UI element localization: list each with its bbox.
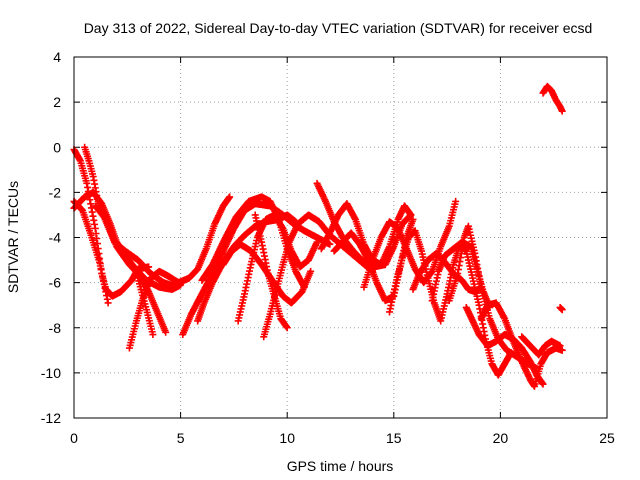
y-tick-label: -4	[49, 230, 62, 246]
data-point	[162, 328, 170, 336]
y-tick-label: 2	[53, 94, 61, 110]
y-tick-label: -10	[41, 365, 61, 381]
x-tick-label: 25	[599, 430, 615, 446]
x-tick-label: 0	[70, 430, 78, 446]
series-track-20	[409, 249, 485, 296]
y-tick-label: -8	[49, 320, 62, 336]
data-point	[149, 331, 157, 339]
data-point	[556, 342, 564, 350]
data-point	[226, 193, 234, 201]
x-tick-labels: 0 5 10 15 20 25	[70, 430, 615, 446]
series-track-8	[179, 200, 334, 339]
chart-title: Day 313 of 2022, Sidereal Day-to-day VTE…	[84, 20, 593, 36]
series-track-7	[134, 274, 157, 339]
series-track-11	[234, 211, 321, 325]
series-track-25	[518, 333, 564, 359]
y-axis-title: SDTVAR / TECUs	[5, 181, 21, 293]
data-point	[104, 299, 112, 307]
x-tick-label: 20	[493, 430, 509, 446]
data-point	[407, 211, 415, 219]
y-tick-label: -6	[49, 275, 62, 291]
series-track-27	[556, 303, 566, 314]
data-point	[326, 240, 334, 248]
y-tick-label: 0	[53, 139, 61, 155]
data-point	[283, 324, 291, 332]
series-track-6	[125, 193, 234, 352]
x-tick-label: 5	[177, 430, 185, 446]
data-point	[313, 238, 321, 246]
data-point	[452, 197, 460, 205]
y-tick-labels: 4 2 0 -2 -4 -6 -8 -10 -12	[41, 49, 61, 426]
series-track-26	[539, 82, 566, 115]
grid-lines	[74, 57, 607, 418]
data-series	[70, 82, 566, 390]
y-tick-label: 4	[53, 49, 61, 65]
data-point	[558, 306, 566, 314]
x-axis-title: GPS time / hours	[287, 458, 394, 474]
plot-frame	[73, 56, 608, 419]
x-tick-label: 15	[386, 430, 402, 446]
data-point	[558, 107, 566, 115]
data-point	[558, 346, 566, 354]
data-point	[409, 215, 417, 223]
y-tick-label: -2	[49, 184, 62, 200]
data-point	[539, 380, 547, 388]
y-tick-label: -12	[41, 410, 61, 426]
x-tick-label: 10	[279, 430, 295, 446]
series-track-14	[251, 211, 291, 332]
data-point	[307, 267, 315, 275]
